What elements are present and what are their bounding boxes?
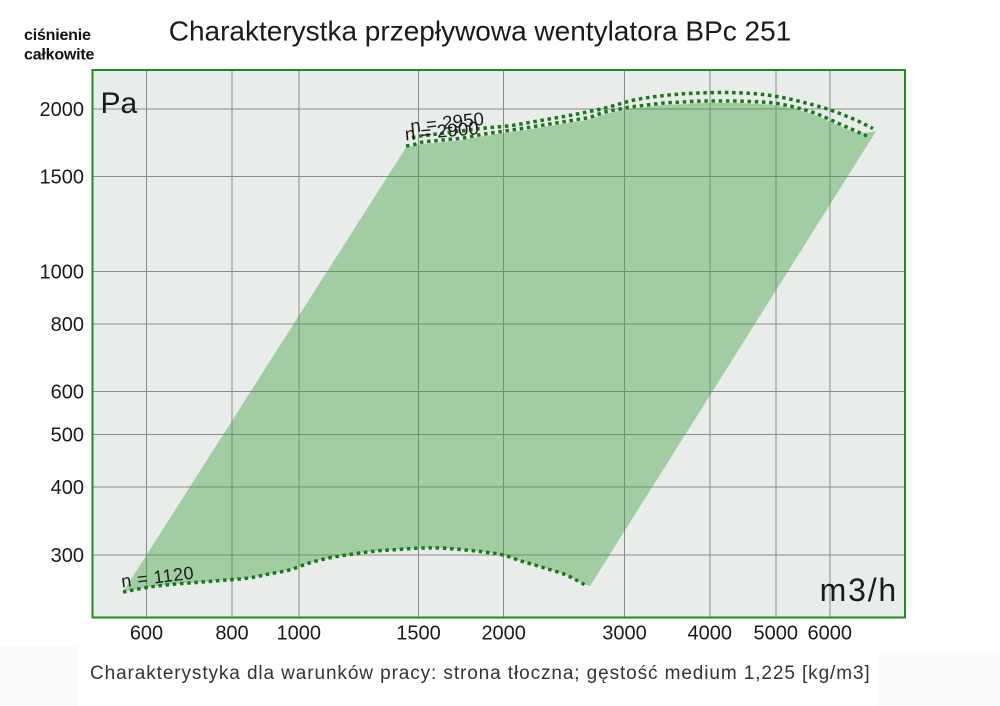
svg-text:400: 400 xyxy=(51,477,84,499)
svg-text:Charakterystka przepływowa wen: Charakterystka przepływowa wentylatora B… xyxy=(169,16,792,47)
svg-text:3000: 3000 xyxy=(602,623,647,645)
svg-text:Charakterystyka dla warunków p: Charakterystyka dla warunków pracy: stro… xyxy=(90,663,871,684)
svg-text:1500: 1500 xyxy=(396,623,441,645)
svg-text:1500: 1500 xyxy=(40,167,85,189)
svg-text:2000: 2000 xyxy=(40,99,85,121)
svg-text:1000: 1000 xyxy=(277,623,322,645)
svg-text:1000: 1000 xyxy=(40,262,85,284)
svg-text:2000: 2000 xyxy=(481,623,526,645)
svg-text:Pa: Pa xyxy=(101,87,138,120)
svg-text:6000: 6000 xyxy=(808,623,853,645)
svg-text:500: 500 xyxy=(51,425,84,447)
svg-text:600: 600 xyxy=(130,623,163,645)
svg-text:5000: 5000 xyxy=(754,623,799,645)
svg-text:800: 800 xyxy=(215,623,248,645)
svg-text:4000: 4000 xyxy=(688,623,733,645)
svg-text:600: 600 xyxy=(51,382,84,404)
svg-text:ciśnienie: ciśnienie xyxy=(24,27,91,44)
svg-text:800: 800 xyxy=(51,314,84,336)
svg-text:300: 300 xyxy=(51,545,84,567)
svg-text:całkowite: całkowite xyxy=(24,47,95,64)
svg-text:m3/h: m3/h xyxy=(820,572,898,608)
